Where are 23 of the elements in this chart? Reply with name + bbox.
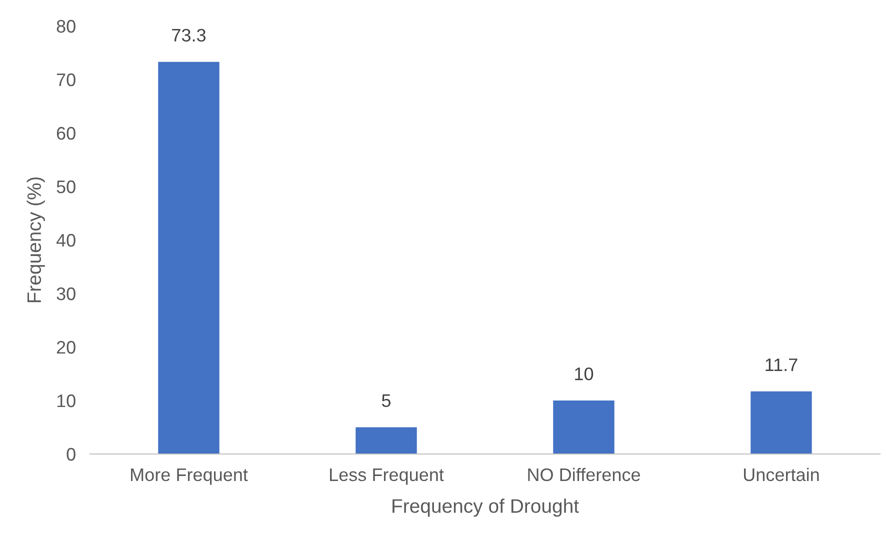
y-tick-label: 70 — [56, 73, 76, 86]
x-tick-label: NO Difference — [528, 468, 640, 482]
bar — [158, 62, 220, 454]
bar — [750, 391, 812, 454]
x-tick-label: Uncertain — [744, 468, 819, 482]
data-label: 10 — [575, 367, 594, 380]
x-tick-label: More Frequent — [131, 468, 248, 485]
y-tick-label: 50 — [56, 180, 76, 194]
y-tick-label: 80 — [56, 20, 76, 33]
x-axis-title: Frequency of Drought — [392, 498, 579, 517]
y-tick-label: 10 — [57, 394, 76, 408]
bar — [356, 427, 417, 454]
data-label: 73.3 — [172, 28, 206, 42]
y-tick-label: 30 — [56, 287, 76, 300]
data-label: 5 — [382, 394, 391, 408]
x-tick-label: Less Frequent — [330, 468, 444, 485]
bar — [553, 400, 614, 454]
y-tick-label: 60 — [56, 126, 76, 140]
y-axis-title: Frequency (%) — [26, 177, 45, 302]
y-tick-label: 0 — [66, 448, 76, 461]
y-tick-label: 20 — [56, 340, 76, 354]
y-tick-label: 40 — [56, 234, 76, 247]
data-label: 11.7 — [766, 358, 798, 371]
